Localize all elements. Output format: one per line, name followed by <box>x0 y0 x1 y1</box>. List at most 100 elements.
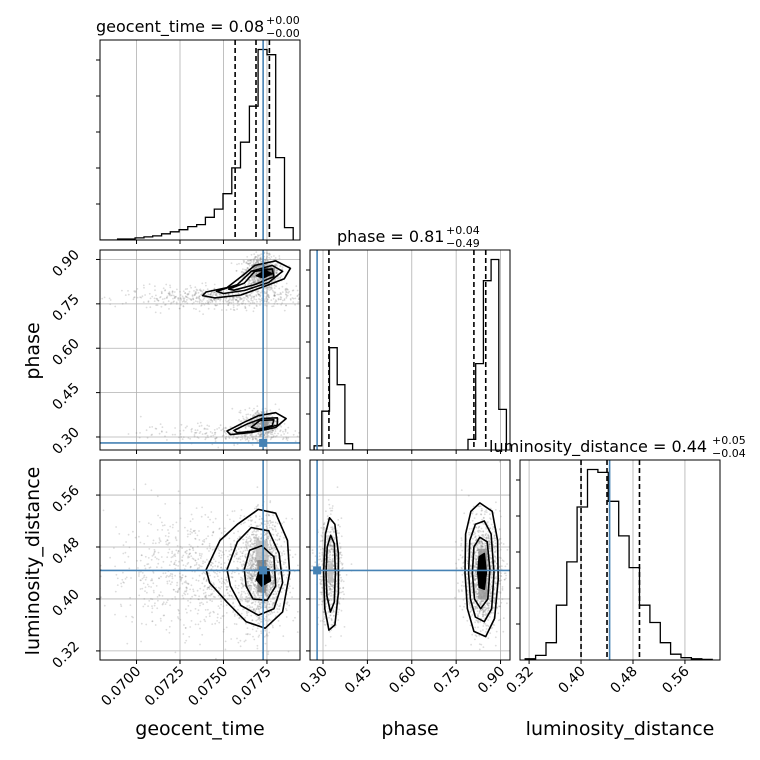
scatter-point <box>256 261 258 263</box>
scatter-point <box>233 571 236 574</box>
scatter-point <box>230 549 233 551</box>
scatter-point <box>292 619 295 622</box>
scatter-point <box>152 582 155 585</box>
scatter-point <box>251 409 254 412</box>
scatter-point <box>341 562 344 565</box>
scatter-point <box>335 548 338 551</box>
scatter-point <box>205 597 208 600</box>
scatter-point <box>124 561 126 563</box>
scatter-point <box>235 270 238 272</box>
scatter-point <box>278 605 280 608</box>
scatter-point <box>133 296 136 298</box>
scatter-point <box>259 607 262 610</box>
scatter-point <box>210 588 213 591</box>
scatter-point <box>141 295 144 298</box>
scatter-point <box>257 422 260 425</box>
scatter-point <box>247 600 250 603</box>
scatter-point <box>249 566 252 569</box>
scatter-point <box>270 551 273 554</box>
scatter-point <box>272 579 275 582</box>
scatter-point <box>179 290 181 293</box>
scatter-point <box>256 280 259 283</box>
scatter-point <box>267 536 270 538</box>
scatter-point <box>259 291 262 294</box>
scatter-point <box>170 301 173 304</box>
scatter-point <box>244 555 247 558</box>
scatter-point <box>289 578 291 580</box>
scatter-point <box>321 540 324 542</box>
scatter-point <box>248 282 251 285</box>
scatter-point <box>158 537 161 540</box>
scatter-point <box>140 554 143 556</box>
scatter-point <box>258 434 261 437</box>
scatter-point <box>258 266 260 268</box>
scatter-point <box>180 297 182 300</box>
histogram-phase <box>313 258 508 450</box>
scatter-point <box>337 524 340 527</box>
scatter-point <box>194 532 197 534</box>
scatter-point <box>210 298 213 301</box>
scatter-point <box>225 576 228 579</box>
scatter-point <box>257 277 260 279</box>
scatter-point <box>348 298 350 300</box>
scatter-point <box>213 590 215 592</box>
scatter-point <box>144 567 147 570</box>
scatter-point <box>250 559 253 562</box>
scatter-point <box>177 298 180 301</box>
scatter-point <box>210 564 212 567</box>
scatter-point <box>270 570 273 573</box>
scatter-point <box>254 564 257 567</box>
scatter-point <box>240 594 242 597</box>
scatter-point <box>142 301 145 303</box>
scatter-point <box>269 275 271 278</box>
scatter-point <box>182 564 185 566</box>
scatter-point <box>268 631 271 634</box>
scatter-point <box>246 600 249 602</box>
scatter-point <box>246 533 249 536</box>
scatter-point <box>219 293 221 296</box>
scatter-point <box>272 533 275 536</box>
scatter-point <box>154 427 157 430</box>
scatter-point <box>172 301 175 303</box>
scatter-point <box>144 483 147 486</box>
panel-frame <box>99 39 301 241</box>
scatter-point <box>256 486 259 489</box>
scatter-point <box>258 601 260 603</box>
scatter-point <box>196 289 199 292</box>
scatter-point <box>247 262 250 265</box>
scatter-point <box>221 551 224 554</box>
scatter-point <box>266 531 269 533</box>
scatter-point <box>240 302 243 305</box>
scatter-point <box>256 279 259 282</box>
scatter-point <box>199 565 202 568</box>
scatter-point <box>250 520 253 522</box>
scatter-point <box>191 546 194 549</box>
scatter-point <box>258 280 261 282</box>
scatter-point <box>305 297 307 299</box>
scatter-point <box>195 297 198 300</box>
scatter-point <box>116 577 119 580</box>
scatter-point <box>249 424 252 426</box>
scatter-point <box>258 265 261 267</box>
scatter-point <box>256 615 258 618</box>
scatter-point <box>139 296 142 299</box>
scatter-point <box>331 547 333 550</box>
scatter-point <box>253 263 255 266</box>
scatter-point <box>320 583 323 585</box>
scatter-point <box>256 606 259 609</box>
scatter-point <box>249 554 251 557</box>
scatter-point <box>284 561 287 564</box>
title-phase-sub: −0.49 <box>446 237 480 250</box>
scatter-point <box>256 260 259 263</box>
scatter-point <box>199 421 202 424</box>
scatter-point <box>236 437 239 439</box>
scatter-point <box>258 616 261 618</box>
scatter-point <box>241 555 244 557</box>
scatter-point <box>231 298 234 301</box>
scatter-point <box>286 576 288 579</box>
scatter-point <box>279 265 281 267</box>
scatter-point <box>257 279 260 281</box>
scatter-point <box>256 256 259 258</box>
scatter-point <box>270 422 272 424</box>
scatter-point <box>205 432 207 435</box>
